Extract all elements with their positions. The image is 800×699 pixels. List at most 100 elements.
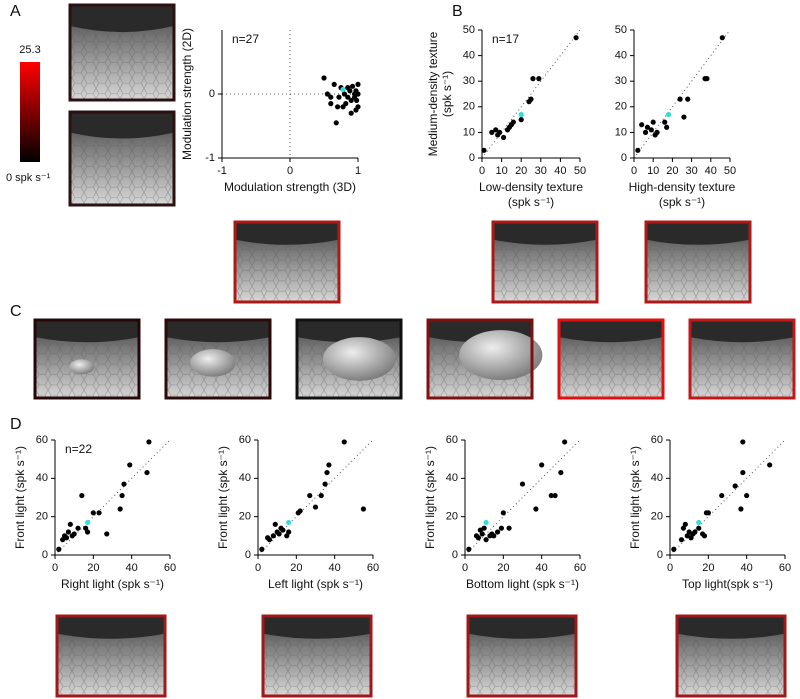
y-tick-label: 60 bbox=[651, 434, 663, 446]
data-point bbox=[75, 525, 81, 531]
data-point bbox=[738, 506, 744, 512]
data-point bbox=[56, 546, 62, 552]
data-point bbox=[678, 537, 685, 543]
data-point bbox=[548, 492, 554, 499]
reference-line bbox=[481, 29, 581, 159]
data-point bbox=[684, 533, 690, 539]
data-point bbox=[682, 521, 688, 527]
y-tick-label: 20 bbox=[615, 101, 627, 113]
data-point bbox=[286, 519, 292, 526]
x-axis-label: Modulation strength (3D) bbox=[224, 180, 356, 194]
data-point bbox=[671, 546, 677, 552]
data-point bbox=[318, 492, 324, 499]
y-tick-label: 30 bbox=[463, 75, 475, 87]
x-tick-label: 10 bbox=[647, 165, 659, 177]
data-point bbox=[767, 462, 773, 468]
data-point bbox=[740, 469, 746, 476]
y-tick-label: 60 bbox=[36, 434, 48, 446]
y-tick-label: 0 bbox=[621, 152, 627, 164]
data-point bbox=[562, 439, 568, 445]
thumbnail-texture bbox=[263, 640, 371, 696]
data-point bbox=[328, 94, 334, 100]
data-point bbox=[680, 525, 687, 531]
data-point bbox=[479, 531, 485, 537]
x-tick-label: 30 bbox=[535, 165, 547, 177]
data-point bbox=[335, 104, 341, 110]
y-tick-label: 50 bbox=[615, 24, 627, 36]
data-point bbox=[539, 462, 545, 468]
x-axis-label: (spk s⁻¹) bbox=[659, 195, 705, 209]
data-point bbox=[272, 521, 278, 527]
thumbnail-border bbox=[68, 110, 176, 207]
colorbar-label: 25.3 bbox=[19, 44, 40, 56]
thumbnail-border bbox=[164, 318, 272, 400]
thumbnail-object bbox=[459, 330, 543, 381]
data-point bbox=[475, 535, 482, 541]
y-axis-label: Front light (spk s⁻¹) bbox=[423, 446, 437, 549]
thumbnail-sky bbox=[235, 222, 339, 245]
y-tick-label: 0 bbox=[469, 152, 475, 164]
data-point bbox=[84, 529, 91, 535]
data-point bbox=[276, 531, 282, 537]
data-point bbox=[685, 96, 691, 102]
y-tick-label: 20 bbox=[651, 511, 663, 523]
thumbnail-border bbox=[33, 318, 141, 400]
data-point bbox=[744, 492, 750, 499]
x-tick-label: 0 bbox=[255, 562, 261, 574]
data-point bbox=[552, 492, 558, 499]
x-tick-label: 40 bbox=[536, 562, 548, 574]
reference-line bbox=[633, 29, 731, 159]
data-point bbox=[345, 94, 351, 100]
data-point bbox=[696, 525, 702, 531]
data-point bbox=[719, 492, 725, 499]
thumbnail-border bbox=[557, 318, 665, 400]
thumbnail-texture bbox=[677, 640, 785, 696]
y-tick-label: 0 bbox=[452, 549, 458, 561]
thumbnail-texture bbox=[690, 343, 794, 398]
data-point bbox=[354, 97, 360, 103]
x-tick-label: 10 bbox=[495, 165, 507, 177]
data-point bbox=[681, 114, 687, 120]
thumbnail-border bbox=[466, 614, 578, 698]
x-axis-label: Right light (spk s⁻¹) bbox=[61, 577, 164, 591]
data-point bbox=[286, 529, 292, 535]
y-tick-label: 40 bbox=[463, 50, 475, 62]
x-tick-label: 50 bbox=[574, 165, 586, 177]
data-point bbox=[506, 525, 512, 531]
data-point bbox=[466, 546, 472, 552]
y-tick-label: 0 bbox=[245, 549, 251, 561]
data-point bbox=[79, 492, 85, 499]
data-point bbox=[312, 504, 319, 510]
data-point bbox=[278, 525, 284, 531]
data-point bbox=[483, 519, 489, 526]
y-tick-label: 40 bbox=[446, 472, 458, 484]
data-point bbox=[321, 75, 327, 81]
y-tick-label: 50 bbox=[463, 24, 475, 36]
x-tick-label: 0 bbox=[52, 562, 58, 574]
data-point bbox=[331, 81, 337, 87]
data-point bbox=[259, 546, 265, 552]
thumbnail-texture bbox=[559, 343, 663, 398]
data-point bbox=[121, 481, 127, 487]
x-tick-label: 20 bbox=[87, 562, 99, 574]
thumbnail-sky bbox=[690, 320, 794, 343]
reference-line bbox=[464, 439, 581, 556]
x-axis-label: Left light (spk s⁻¹) bbox=[268, 577, 363, 591]
data-point bbox=[307, 492, 313, 499]
data-point bbox=[60, 537, 66, 543]
thumbnail-sky bbox=[70, 5, 174, 33]
data-point bbox=[324, 91, 330, 97]
x-axis-label: (spk s⁻¹) bbox=[508, 195, 554, 209]
thumbnail-texture bbox=[235, 246, 339, 302]
data-point bbox=[341, 91, 347, 97]
data-point bbox=[104, 531, 110, 537]
data-point bbox=[644, 124, 651, 130]
data-point bbox=[518, 117, 524, 123]
x-tick-label: 40 bbox=[741, 562, 753, 574]
thumbnail-sky bbox=[677, 616, 785, 639]
data-point bbox=[489, 129, 495, 135]
data-point bbox=[528, 96, 534, 102]
data-point bbox=[642, 129, 649, 135]
x-tick-label: 0 bbox=[631, 165, 637, 177]
